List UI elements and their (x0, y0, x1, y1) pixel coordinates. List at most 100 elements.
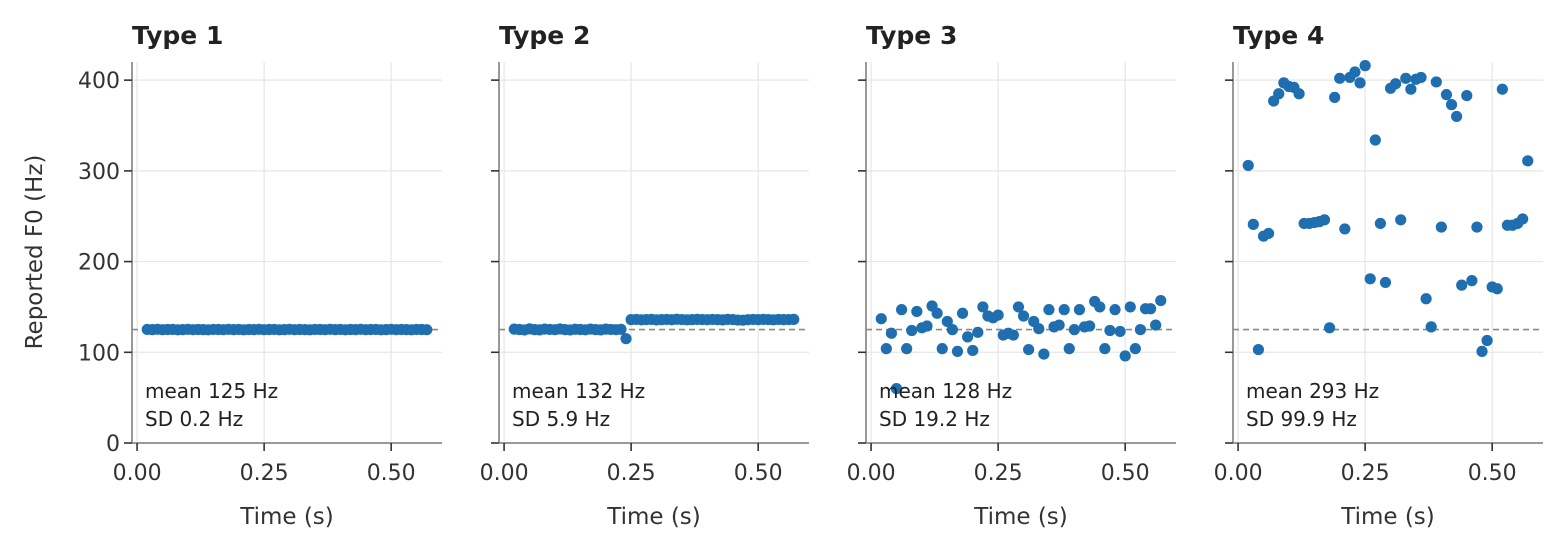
data-point (906, 324, 918, 337)
data-point (1334, 72, 1346, 84)
x-tick-label: 0.00 (480, 461, 529, 486)
mean-label: mean 293 Hz (1246, 379, 1379, 403)
data-point (1466, 275, 1478, 287)
panel-1: 0 100 200 300 400 0.00 0.25 0.50 Time (s) Type 1 m… (78, 21, 442, 530)
data-point (1134, 324, 1147, 336)
data-point (936, 343, 948, 355)
data-point (890, 382, 903, 395)
data-point (1129, 343, 1141, 355)
sd-label: SD 19.2 Hz (879, 407, 990, 431)
y-tick-label: 300 (78, 160, 120, 185)
x-tick-label: 0.50 (1468, 461, 1517, 486)
data-point (941, 315, 953, 328)
data-point (1395, 214, 1407, 226)
data-point (1262, 227, 1275, 240)
y-tick-label: 100 (78, 341, 120, 366)
data-point (1369, 134, 1381, 146)
x-tick-label: 0.25 (240, 461, 289, 486)
data-point (1023, 343, 1035, 356)
data-point (1094, 301, 1106, 313)
data-point (1440, 89, 1453, 101)
data-point (1293, 88, 1305, 100)
data-point (1435, 221, 1447, 233)
data-point (1339, 223, 1351, 235)
panel-4: 0.00 0.25 0.50 Time (s) Type 4 mean 293 Hz SD … (1214, 21, 1543, 530)
data-point (1451, 110, 1463, 123)
data-point (885, 327, 898, 339)
data-point (1329, 91, 1341, 103)
x-tick-label: 0.25 (974, 461, 1023, 486)
data-point (911, 305, 923, 318)
data-point (875, 313, 887, 325)
data-point (1252, 343, 1265, 356)
y-tick-label: 0 (106, 432, 120, 457)
data-point (1430, 76, 1442, 88)
data-point (951, 345, 964, 357)
data-point (1400, 72, 1412, 84)
y-tick-label: 400 (78, 69, 120, 94)
data-point (1364, 273, 1376, 285)
data-point (1471, 221, 1483, 233)
data-point (967, 344, 979, 357)
data-point (1456, 279, 1468, 291)
data-point (1522, 155, 1534, 167)
data-point (895, 304, 908, 316)
data-point (615, 323, 627, 335)
data-point (1150, 319, 1162, 331)
sd-label: SD 5.9 Hz (512, 407, 610, 431)
data-point (901, 343, 913, 355)
x-axis-label: Time (s) (1340, 504, 1435, 530)
x-tick-label: 0.00 (1214, 461, 1263, 486)
x-tick-label: 0.50 (367, 461, 416, 486)
data-point (1496, 83, 1508, 95)
data-point (1038, 348, 1050, 360)
data-point (1104, 324, 1116, 337)
data-point (1242, 159, 1254, 172)
x-axis-label: Time (s) (973, 504, 1068, 530)
data-point (1379, 276, 1392, 289)
mean-label: mean 128 Hz (879, 379, 1012, 403)
data-point (1053, 319, 1065, 331)
data-point (946, 324, 958, 336)
data-point (1354, 77, 1366, 89)
panel-title: Type 2 (499, 21, 590, 50)
panel-2: 0.00 0.25 0.50 Time (s) Type 2 mean 132 Hz SD … (480, 21, 809, 530)
sd-label: SD 99.9 Hz (1246, 407, 1357, 431)
x-tick-label: 0.00 (847, 461, 896, 486)
data-point (1109, 304, 1121, 316)
data-point (962, 331, 974, 343)
panel-title: Type 4 (1233, 21, 1324, 50)
data-point (620, 333, 632, 345)
data-point (1517, 213, 1529, 225)
data-point (1058, 304, 1070, 316)
x-tick-label: 0.25 (1341, 461, 1390, 486)
data-point (1084, 320, 1096, 332)
data-point (1349, 66, 1361, 78)
x-tick-label: 0.00 (113, 461, 162, 486)
data-point (1481, 334, 1493, 347)
data-point (1415, 71, 1427, 84)
data-point (1318, 214, 1331, 226)
data-point (1033, 323, 1045, 335)
x-tick-label: 0.50 (734, 461, 783, 486)
data-point (1425, 321, 1437, 333)
data-point (1114, 325, 1126, 338)
data-point (421, 324, 433, 336)
x-axis-label: Time (s) (239, 504, 334, 530)
data-point (921, 320, 933, 332)
data-point (1461, 89, 1473, 102)
y-axis-label: Reported F0 (Hz) (22, 155, 48, 350)
panel-title: Type 3 (866, 21, 957, 50)
data-point (1007, 329, 1019, 341)
x-axis-label: Time (s) (606, 504, 701, 530)
panel-3: 0.00 0.25 0.50 Time (s) Type 3 mean 128 Hz SD … (847, 21, 1176, 530)
data-point (1420, 293, 1432, 305)
data-point (1099, 343, 1111, 355)
data-point (931, 307, 943, 319)
data-point (956, 307, 969, 319)
data-point (1390, 78, 1402, 90)
data-point (1359, 60, 1371, 72)
data-point (1043, 304, 1055, 316)
y-tick-label: 200 (78, 251, 120, 276)
data-point (1012, 301, 1025, 313)
